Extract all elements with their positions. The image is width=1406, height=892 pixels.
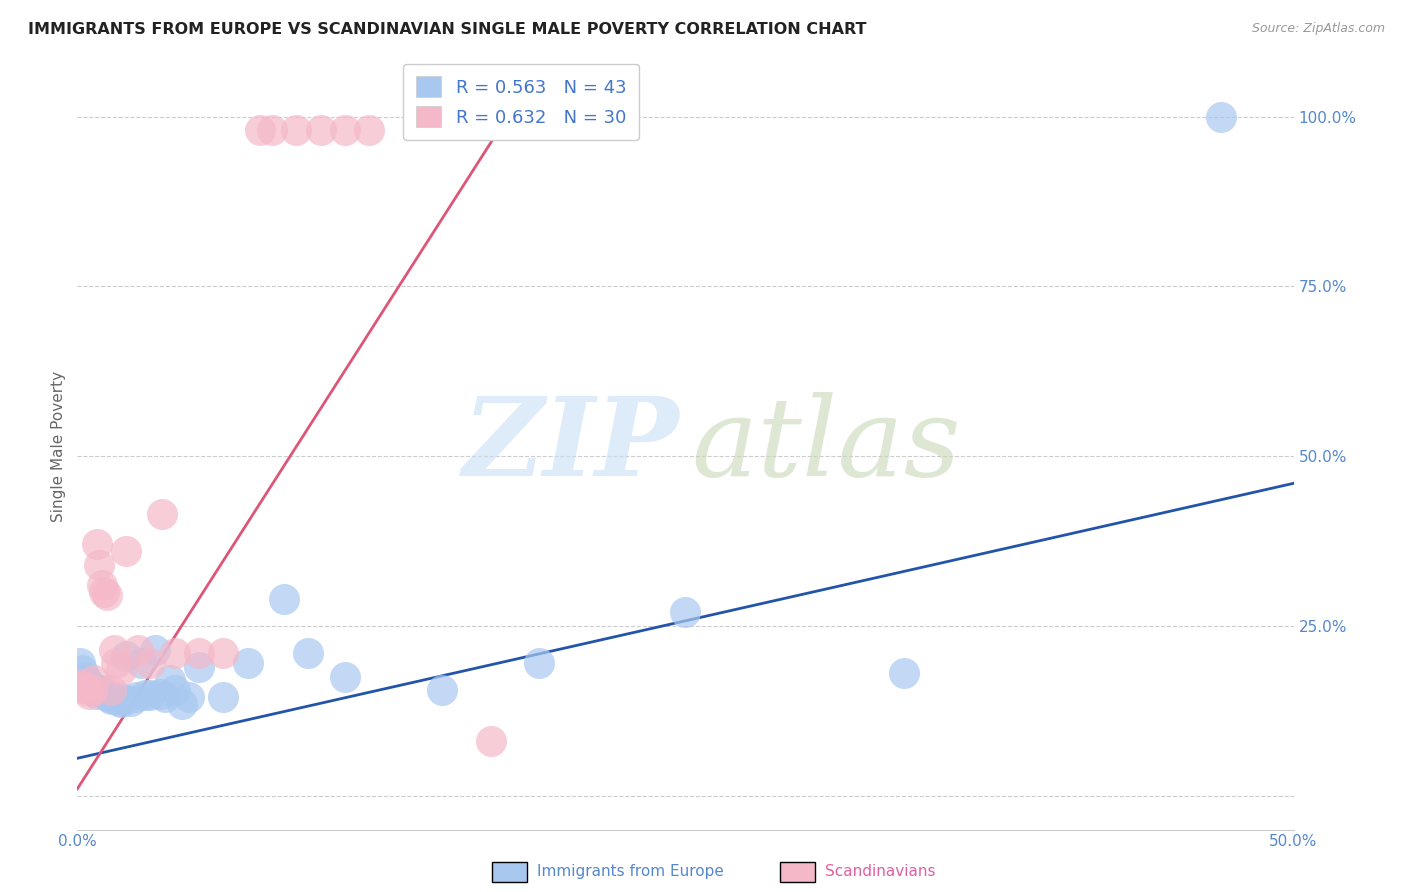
Point: [96, 688, 118, 702]
Point: [97, 690, 120, 705]
Point: [73, 681, 96, 696]
Point: [79, 676, 101, 690]
Text: atlas: atlas: [692, 392, 962, 500]
Point: [893, 666, 915, 681]
Point: [212, 646, 235, 660]
Point: [89, 558, 111, 572]
Point: [70, 663, 93, 677]
Text: Scandinavians: Scandinavians: [825, 864, 936, 880]
Point: [249, 123, 271, 137]
Point: [152, 507, 174, 521]
Point: [170, 697, 193, 711]
Point: [153, 690, 176, 705]
Point: [134, 688, 156, 702]
Legend: R = 0.563   N = 43, R = 0.632   N = 30: R = 0.563 N = 43, R = 0.632 N = 30: [404, 64, 640, 140]
Point: [76, 683, 98, 698]
Point: [236, 657, 259, 671]
Point: [529, 657, 551, 671]
Point: [90, 578, 112, 592]
Point: [89, 683, 111, 698]
Point: [149, 687, 172, 701]
Point: [129, 657, 152, 671]
Point: [179, 690, 201, 705]
Point: [188, 646, 211, 660]
FancyBboxPatch shape: [492, 862, 527, 882]
Point: [120, 693, 142, 707]
Point: [127, 642, 149, 657]
Point: [90, 683, 112, 698]
Point: [333, 123, 356, 137]
Point: [83, 683, 105, 698]
Point: [103, 690, 125, 705]
Point: [83, 673, 105, 688]
Point: [479, 734, 502, 748]
Point: [110, 695, 132, 709]
FancyBboxPatch shape: [780, 862, 815, 882]
Point: [1209, 110, 1232, 124]
Point: [188, 659, 211, 673]
Point: [73, 670, 96, 684]
Point: [115, 544, 138, 558]
Point: [139, 688, 162, 702]
Point: [297, 646, 319, 660]
Point: [100, 683, 122, 698]
Point: [163, 646, 186, 660]
Point: [139, 657, 162, 671]
Point: [159, 673, 181, 688]
Point: [96, 588, 118, 602]
Point: [115, 649, 138, 664]
Point: [333, 670, 356, 684]
Point: [309, 123, 332, 137]
Point: [212, 690, 235, 705]
Point: [76, 673, 98, 688]
Point: [285, 123, 308, 137]
Point: [93, 687, 115, 701]
Point: [93, 585, 115, 599]
Text: ZIP: ZIP: [463, 392, 679, 500]
Point: [79, 687, 101, 701]
Point: [359, 123, 381, 137]
Point: [69, 657, 91, 671]
Point: [112, 692, 135, 706]
Point: [125, 690, 148, 705]
Point: [69, 676, 91, 690]
Text: IMMIGRANTS FROM EUROPE VS SCANDINAVIAN SINGLE MALE POVERTY CORRELATION CHART: IMMIGRANTS FROM EUROPE VS SCANDINAVIAN S…: [28, 22, 866, 37]
Text: Source: ZipAtlas.com: Source: ZipAtlas.com: [1251, 22, 1385, 36]
Point: [273, 591, 295, 606]
Y-axis label: Single Male Poverty: Single Male Poverty: [51, 370, 66, 522]
Point: [70, 679, 93, 693]
Point: [105, 657, 128, 671]
Point: [260, 123, 283, 137]
Point: [107, 693, 129, 707]
Point: [163, 683, 186, 698]
Point: [110, 663, 132, 677]
Point: [430, 683, 453, 698]
Point: [143, 642, 166, 657]
Point: [100, 692, 122, 706]
Point: [86, 687, 108, 701]
Point: [105, 691, 128, 706]
Text: Immigrants from Europe: Immigrants from Europe: [537, 864, 724, 880]
Point: [80, 680, 103, 694]
Point: [675, 605, 697, 619]
Point: [103, 642, 125, 657]
Point: [80, 683, 103, 698]
Point: [86, 537, 108, 551]
